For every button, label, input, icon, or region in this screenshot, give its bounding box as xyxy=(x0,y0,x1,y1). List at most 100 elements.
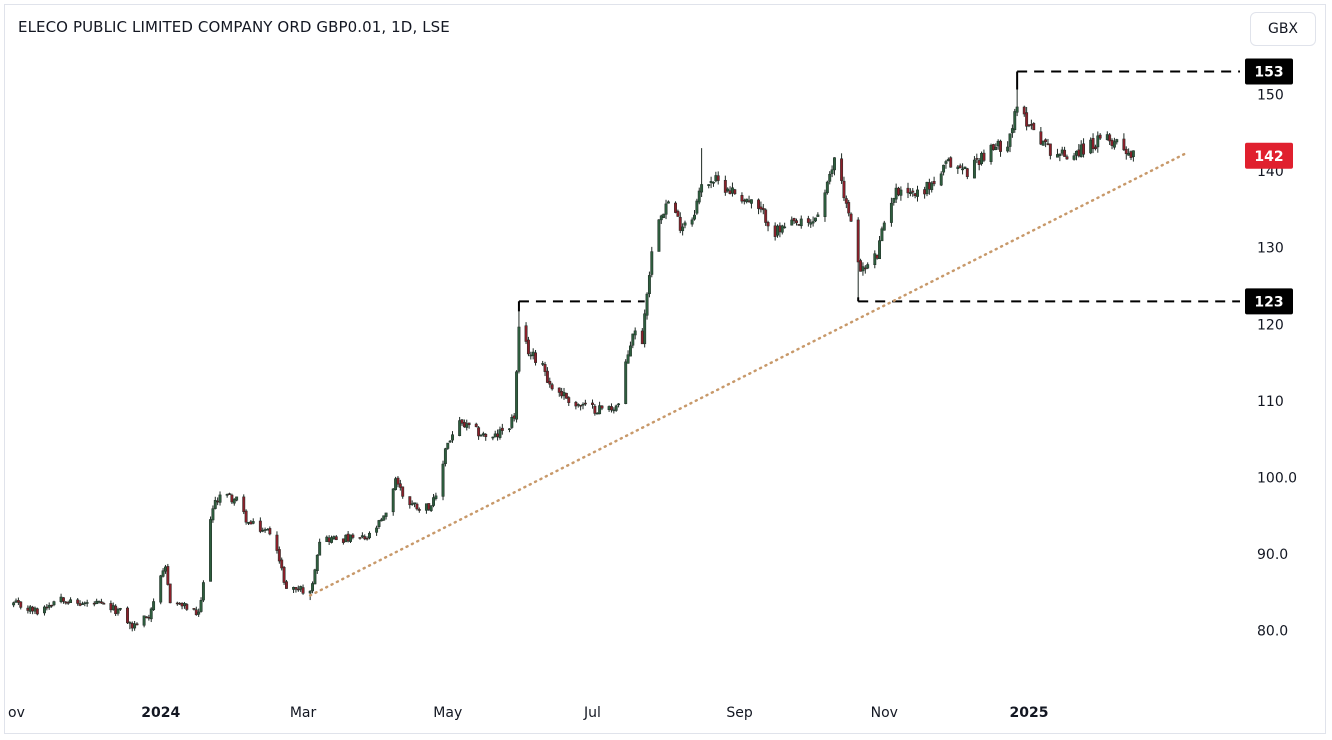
candle xyxy=(659,214,663,224)
candle-up-body xyxy=(614,405,618,411)
candle-up-body xyxy=(780,225,784,233)
candle xyxy=(282,566,286,585)
candle-up-body xyxy=(1015,106,1019,113)
candle xyxy=(161,568,165,578)
candle xyxy=(45,604,49,611)
candle-down-body xyxy=(975,158,979,160)
candle-up-body xyxy=(650,251,654,275)
candle xyxy=(640,328,644,345)
candle-up-body xyxy=(97,601,101,603)
candle-down-body xyxy=(258,520,262,532)
candle xyxy=(617,403,621,408)
candle-up-body xyxy=(714,175,718,182)
candle-up-body xyxy=(313,569,317,585)
candle-down-body xyxy=(401,486,405,497)
candle-up-body xyxy=(624,361,628,404)
candle xyxy=(783,222,787,229)
candle xyxy=(35,607,39,616)
candle-down-body xyxy=(1063,149,1067,157)
candle-up-body xyxy=(697,190,701,203)
candle xyxy=(913,192,917,199)
candle xyxy=(1072,152,1076,161)
candle xyxy=(142,615,146,628)
candle xyxy=(429,505,433,512)
current-price-label-text: 142 xyxy=(1254,149,1283,165)
candle-up-body xyxy=(790,219,794,226)
candle xyxy=(814,217,817,223)
candle-up-body xyxy=(128,622,132,624)
candle-down-body xyxy=(863,267,867,270)
candle xyxy=(733,188,737,195)
candle xyxy=(946,157,950,162)
candle-up-body xyxy=(261,530,265,532)
candle-up-body xyxy=(235,496,239,501)
candle-up-body xyxy=(1112,141,1116,148)
candle xyxy=(676,209,680,217)
candle xyxy=(517,301,521,374)
candle xyxy=(211,505,215,523)
candle-down-body xyxy=(178,602,182,605)
candle xyxy=(583,399,587,406)
candle-up-body xyxy=(1006,146,1010,152)
candle-down-body xyxy=(351,534,355,538)
candle xyxy=(130,621,134,632)
candle-down-body xyxy=(1082,143,1086,155)
x-axis: ov 2024 Mar May Jul Sep Nov 2025 xyxy=(8,705,1048,721)
candle-up-body xyxy=(1074,150,1078,156)
candle-up-body xyxy=(882,222,886,231)
candle-up-body xyxy=(111,605,115,610)
candle xyxy=(726,187,730,193)
current-price-label: 142 xyxy=(1245,142,1293,169)
candle xyxy=(991,143,995,151)
candle-down-body xyxy=(792,218,796,222)
candle-down-body xyxy=(534,352,537,363)
candle-up-body xyxy=(707,184,711,186)
candle xyxy=(102,601,106,605)
candle xyxy=(1127,148,1131,156)
chart-frame xyxy=(4,4,1326,734)
candle xyxy=(166,563,170,586)
candle xyxy=(114,604,118,616)
candle xyxy=(417,507,421,513)
candle xyxy=(1079,140,1083,158)
candle-down-body xyxy=(114,605,118,615)
candle xyxy=(164,564,167,574)
candle-up-body xyxy=(247,522,250,524)
candle xyxy=(424,503,428,514)
candle-down-body xyxy=(999,140,1002,152)
candle-down-body xyxy=(92,602,96,605)
candle-down-body xyxy=(526,339,530,355)
candle-up-body xyxy=(332,536,336,539)
candle xyxy=(795,218,798,226)
candle xyxy=(477,426,481,440)
currency-button[interactable]: GBX xyxy=(1250,12,1316,46)
candle-up-body xyxy=(152,601,156,611)
candle-up-body xyxy=(693,214,696,220)
candle xyxy=(199,597,203,613)
candle xyxy=(85,599,89,607)
candle-up-body xyxy=(814,217,817,222)
candle-down-body xyxy=(460,419,464,424)
candle-down-body xyxy=(742,200,746,202)
candle-down-body xyxy=(249,521,253,525)
candle xyxy=(12,601,16,608)
candle xyxy=(1008,133,1012,153)
candle-up-body xyxy=(1096,135,1100,148)
candle xyxy=(923,186,927,199)
y-tick-label: 80.0 xyxy=(1257,624,1288,640)
candle xyxy=(723,175,727,196)
candle-up-body xyxy=(899,189,903,196)
candle xyxy=(118,607,122,611)
candle xyxy=(550,382,554,391)
candle-down-body xyxy=(192,608,196,610)
candle-up-body xyxy=(429,505,433,511)
candle xyxy=(109,600,113,613)
candle-down-body xyxy=(1065,156,1069,160)
candle-down-body xyxy=(728,190,732,194)
candle xyxy=(564,392,568,399)
candle xyxy=(481,431,485,437)
candle-up-body xyxy=(994,146,998,150)
candle xyxy=(828,171,832,185)
candle-down-body xyxy=(102,603,106,605)
